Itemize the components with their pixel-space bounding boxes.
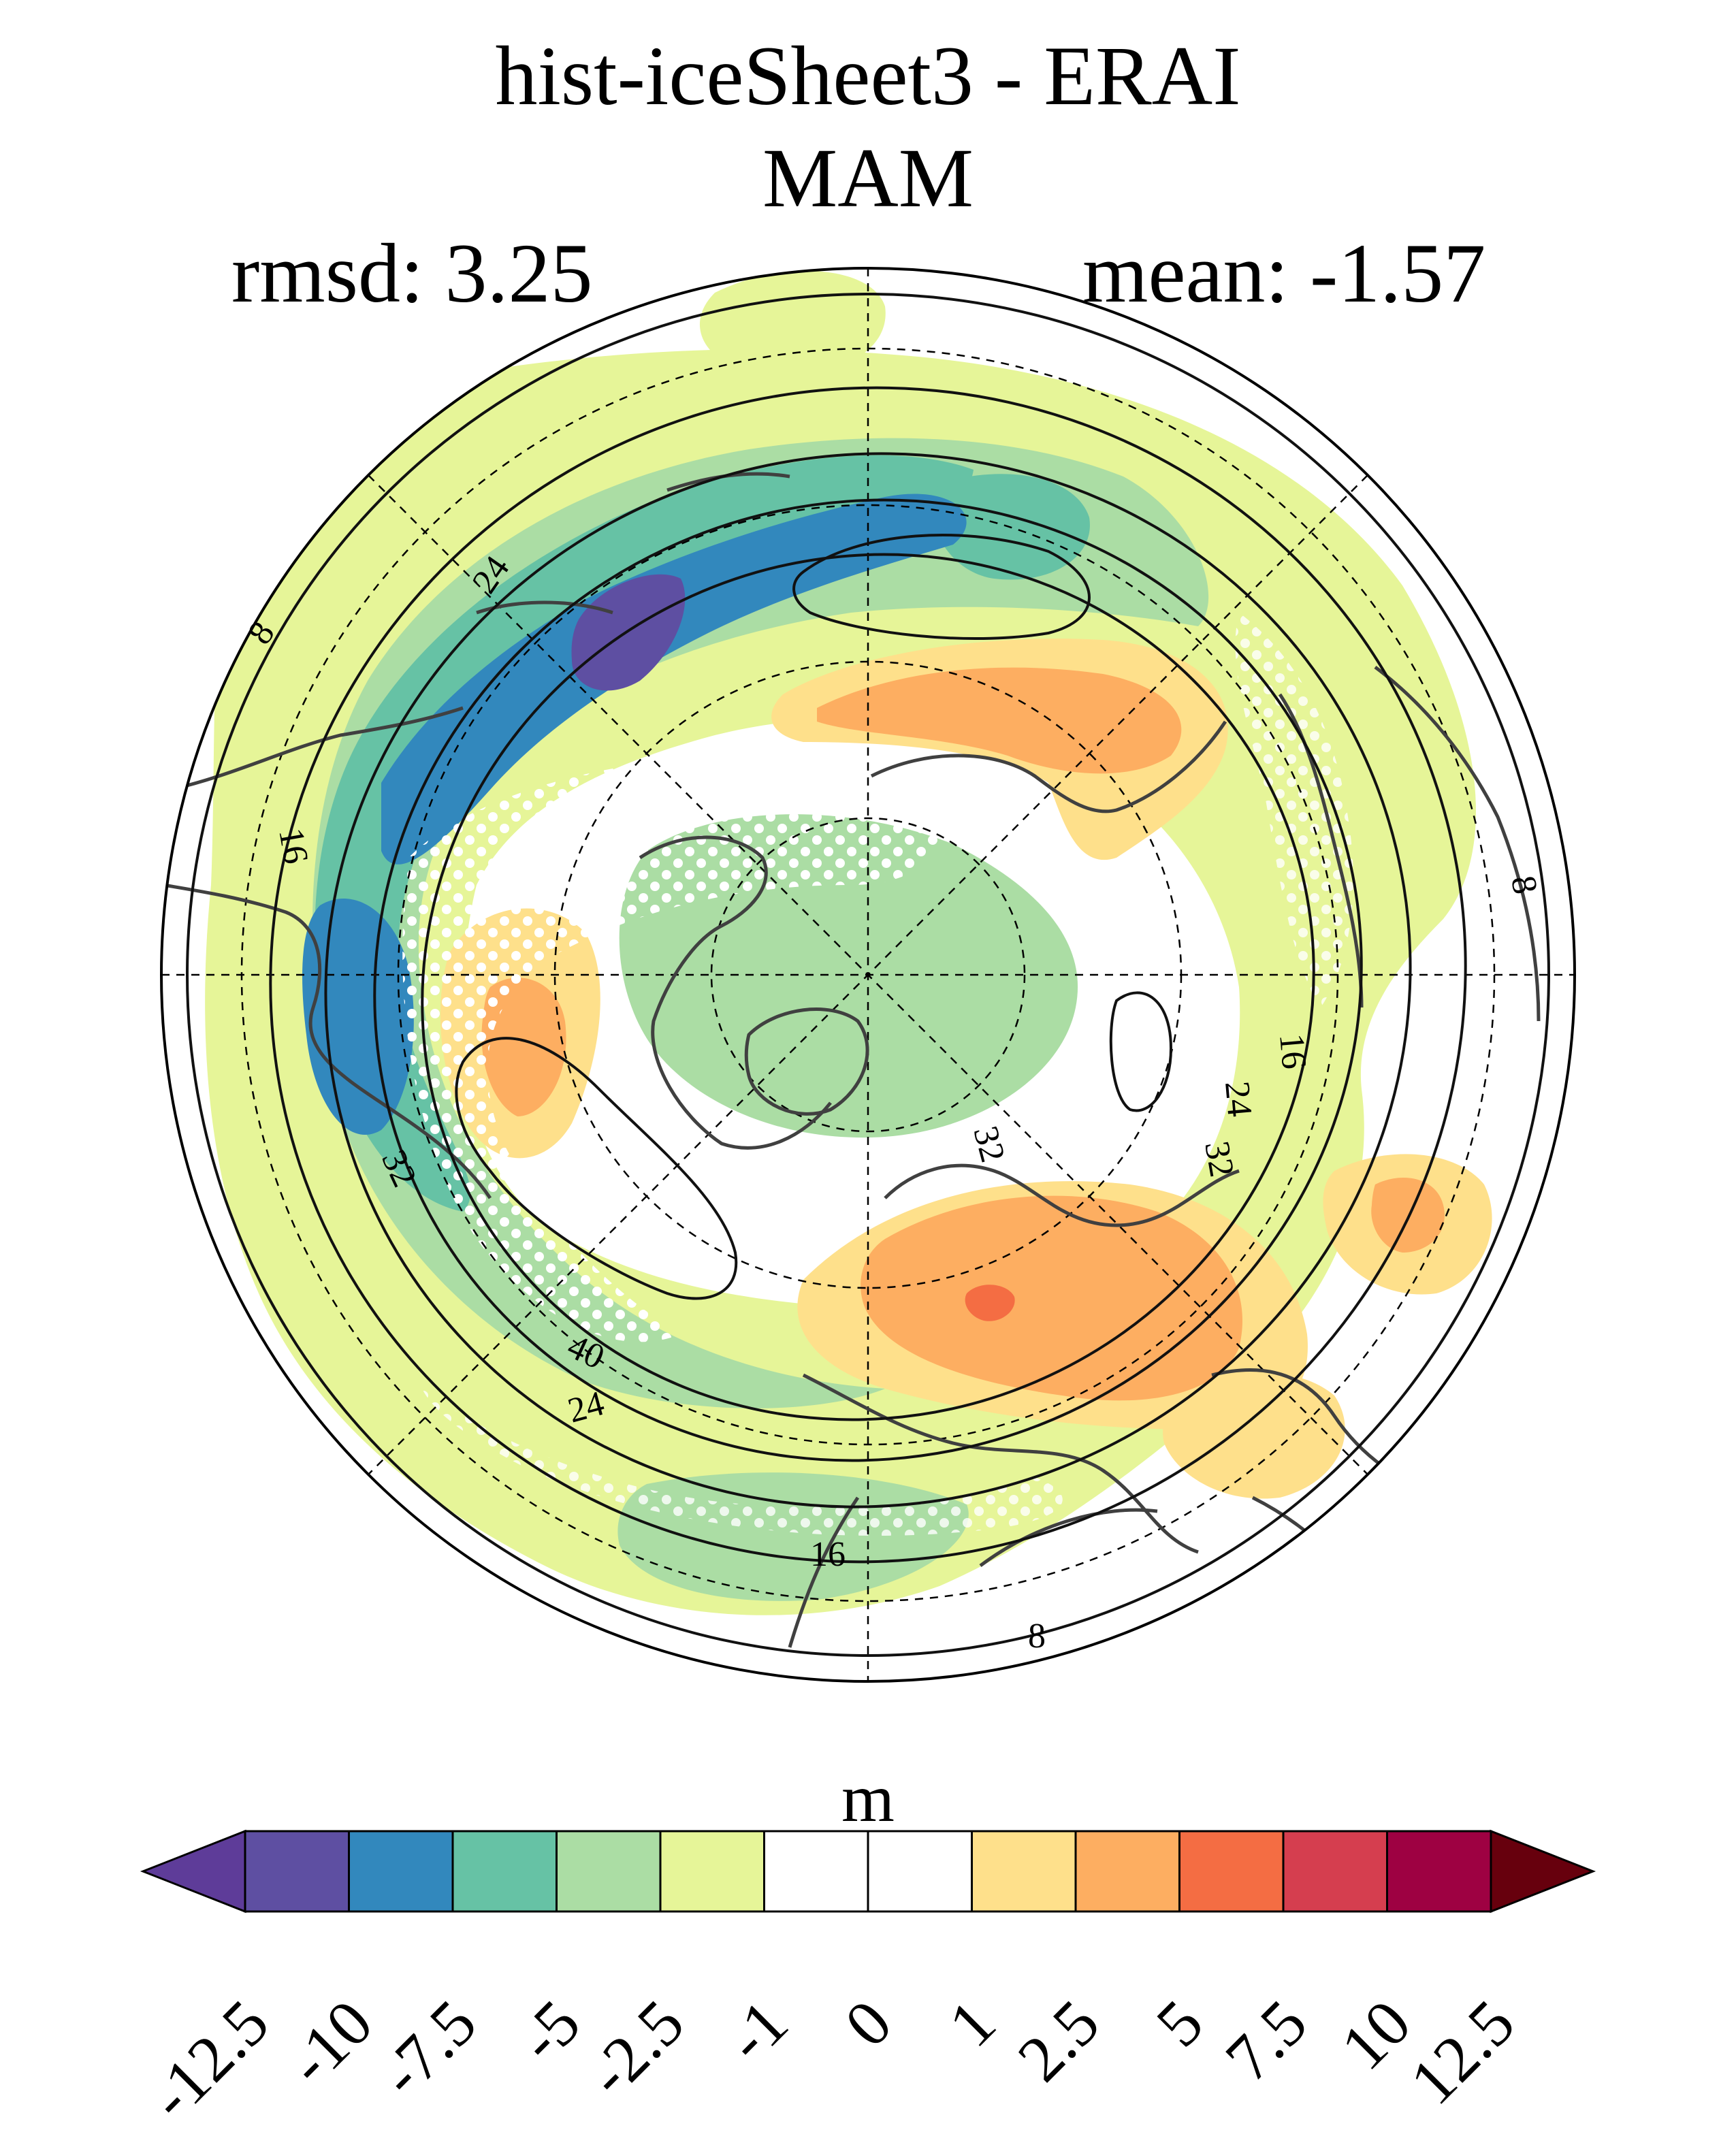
colorbar-box	[244, 1830, 350, 1913]
colorbar-tick-label: -10	[273, 1986, 386, 2099]
colorbar-box	[763, 1830, 869, 1913]
colorbar-extend-high	[1490, 1829, 1596, 1914]
colorbar-tick-label: 5	[1142, 1986, 1217, 2061]
colorbar-units: m	[841, 1760, 895, 1836]
colorbar-box	[1074, 1830, 1180, 1913]
significance-stippling-outer	[422, 1389, 1063, 1536]
colorbar-box	[1282, 1830, 1388, 1913]
colorbar-tick-label: -1	[711, 1986, 801, 2076]
significance-stippling-east	[1235, 613, 1353, 1007]
colorbar-tick-label: -7.5	[366, 1986, 490, 2110]
anomaly-region-orange-europe	[861, 1195, 1242, 1401]
colorbar-tick-label: 7.5	[1211, 1986, 1321, 2095]
colorbar-box	[1386, 1830, 1492, 1913]
colorbar-tick-label: 2.5	[1003, 1986, 1113, 2095]
colorbar-tick-label: 0	[831, 1986, 905, 2061]
anomaly-region-orange-asia-core	[817, 667, 1182, 774]
anomaly-region-purple-min	[571, 574, 686, 691]
anomaly-region-red-europe	[965, 1285, 1015, 1321]
colorbar-tick-label: 12.5	[1396, 1986, 1528, 2118]
significance-stippling	[402, 754, 942, 1342]
colorbar-tick-label: -12.5	[135, 1986, 283, 2130]
colorbar-box	[556, 1830, 662, 1913]
anomaly-region-orange-pacific-core	[1371, 1178, 1445, 1253]
anomaly-region-orange-canada-core	[481, 978, 566, 1116]
contour-lines	[186, 293, 1550, 1657]
contour-label: 16	[810, 1535, 846, 1574]
colorbar-box	[867, 1830, 973, 1913]
season-label: MAM	[762, 131, 974, 225]
coastlines	[163, 472, 1541, 1648]
colorbar-tick-label: 1	[935, 1986, 1010, 2061]
contour-label: 16	[271, 825, 315, 867]
contour-label: 8	[1028, 1617, 1046, 1656]
map-frame	[160, 267, 1576, 1683]
anomaly-region-blue-core	[381, 494, 967, 865]
plot-title: hist-iceSheet3 - ERAI	[495, 29, 1241, 123]
anomaly-region-teal-band	[315, 455, 974, 1212]
contour-label: 32	[1197, 1138, 1241, 1180]
anomaly-region-orange-southeast	[1163, 1373, 1345, 1499]
colorbar-box	[659, 1830, 765, 1913]
mean-label: mean: -1.57	[1082, 227, 1486, 320]
graticule	[161, 268, 1575, 1681]
colorbar-tick-label: -2.5	[573, 1986, 698, 2110]
colorbar-extend-low	[140, 1829, 246, 1914]
colorbar-box	[451, 1830, 558, 1913]
colorbar-box	[1178, 1830, 1285, 1913]
contour-label: 24	[1217, 1080, 1259, 1118]
colorbar-box	[348, 1830, 454, 1913]
anomaly-region-blue-west	[302, 899, 414, 1135]
contour-label: 16	[1272, 1032, 1313, 1071]
colorbar-box	[971, 1830, 1077, 1913]
rmsd-label: rmsd: 3.25	[231, 227, 593, 320]
